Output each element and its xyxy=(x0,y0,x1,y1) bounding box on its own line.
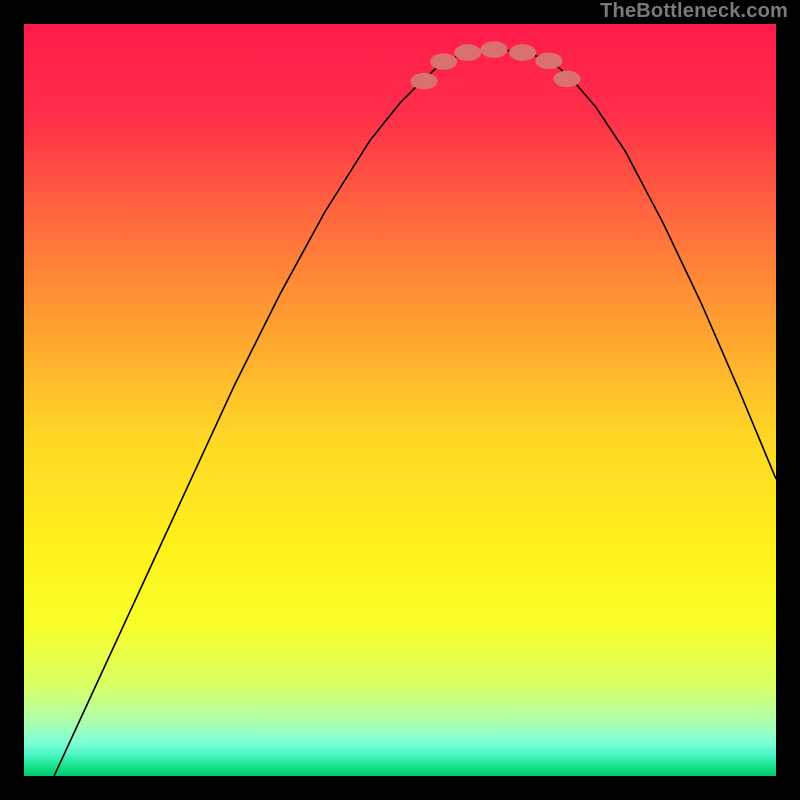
flat-marker xyxy=(454,44,481,61)
flat-marker xyxy=(509,44,536,61)
watermark-text: TheBottleneck.com xyxy=(600,0,788,23)
flat-marker xyxy=(411,73,438,90)
flat-marker xyxy=(480,41,507,58)
chart-plot-area xyxy=(24,24,776,776)
flat-marker xyxy=(430,53,457,70)
flat-marker xyxy=(535,53,562,70)
chart-svg xyxy=(24,24,776,776)
chart-background-gradient xyxy=(24,24,776,776)
chart-outer-frame: TheBottleneck.com xyxy=(0,0,800,800)
flat-marker xyxy=(553,71,580,88)
